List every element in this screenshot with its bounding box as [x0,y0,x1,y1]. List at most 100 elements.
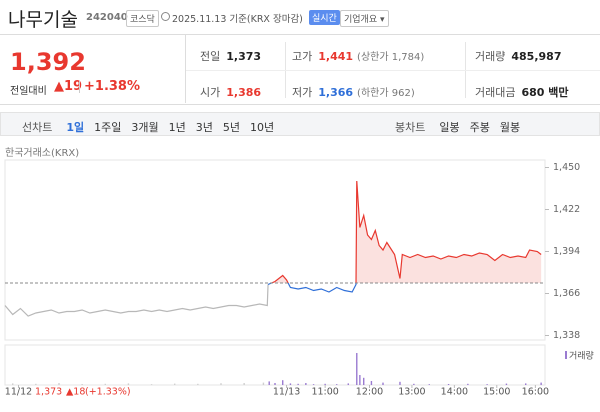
volume-bar [336,384,338,385]
volume-bar [243,383,245,385]
x-tick-label: 11/13 [273,387,300,398]
stat-note: (하한가 962) [357,88,415,99]
volume-bar [356,353,358,385]
volume-bar [297,383,299,385]
area [268,181,542,283]
change: ▲19 [54,79,83,94]
stat-value: 1,373 [226,50,262,63]
volume-bar [81,384,83,385]
footer-rate: (+1.33%) [85,387,131,398]
legend-swatch [565,351,567,359]
stock-name: 나무기술 [8,9,78,31]
period-tab[interactable]: 1일 [66,121,85,134]
overview-label: 기업개요 [344,15,378,25]
volume-bar [382,382,384,385]
stat-value: 680 백만 [521,86,569,99]
overview-button[interactable]: 기업개요 ▾ [340,10,389,27]
x-tick-label: 13:00 [398,387,425,398]
source: 한국거래소(KRX) [5,148,80,159]
volume-bar [447,384,450,385]
stat: 거래대금 680 백만 [475,81,569,100]
stat-label: 시가 [200,86,221,99]
period-tab[interactable]: 1주일 [94,121,122,134]
change-sep [79,81,80,93]
tab-bar [0,112,600,136]
volume-bar [486,384,488,385]
y-tick-label: 1,450 [553,162,580,173]
volume-panel [4,344,546,386]
y-tick-label: 1,338 [553,330,580,341]
legend-label: 거래량 [569,350,594,362]
x-tick-label: 11/12 [5,387,32,398]
candle-tab[interactable]: 일봉 [439,121,460,134]
volume-bar [12,383,14,385]
y-tick-label: 1,366 [553,288,580,299]
stat-label: 고가 [292,50,313,63]
period-tab[interactable]: 5년 [222,121,241,134]
period-tab[interactable]: 3개월 [131,121,159,134]
footer-price: 1,373 [35,387,62,398]
stat: 시가 1,386 [200,81,261,100]
volume-bar [35,383,37,385]
stat-value: 1,386 [226,86,262,99]
stat-label: 거래대금 [475,86,516,99]
chart: 거래량 1,338 1,366 1,394 1,422 1,450 11/12 11/13 1… [4,159,594,398]
volume-bar [363,377,365,385]
volume-bar [104,383,106,385]
stat-label: 저가 [292,86,313,99]
volume-bar [220,383,222,385]
tab-label: 봉차트 [395,121,426,134]
volume-bar [428,384,430,385]
volume-bar [268,381,270,385]
volume-bar [197,383,199,385]
volume-bar [525,383,527,385]
x-tick-label: 11:00 [311,387,338,398]
volume-bar [399,381,401,385]
stat-label: 거래량 [475,50,506,63]
line [4,284,269,317]
stat-value: 1,441 [318,50,354,63]
volume-bar [540,382,542,385]
volume-bar [150,384,153,385]
realtime-badge[interactable]: 실시간 [309,10,340,25]
y-tick-label: 1,422 [553,204,580,215]
x-tick-label: 14:00 [441,387,468,398]
x-tick-label: 16:00 [522,387,549,398]
volume-bar [312,384,315,385]
rate: +1.38% [84,79,140,94]
change-label: 전일대비 [10,86,47,97]
x-tick-label: 15:00 [483,387,510,398]
stat-value: 485,987 [511,50,562,63]
period-tabs: 선차트 1일 1주일 3개월 1년 3년 5년 10년 [22,116,284,135]
volume-bar [289,383,292,385]
stat-note: (상한가 1,784) [357,52,425,63]
volume-bar [505,383,508,385]
volume-bar [347,383,349,385]
quote-divider [0,104,600,105]
header [0,0,600,35]
volume-bar [305,383,307,385]
tab-label: 선차트 [22,121,53,134]
volume-bar [174,383,176,385]
price: 1,392 [10,48,86,76]
stat: 전일 1,373 [200,45,261,64]
line-down [267,283,357,293]
period-tab[interactable]: 1년 [168,121,186,134]
volume-bar [274,383,276,385]
candle-tab[interactable]: 월봉 [499,121,521,134]
line-up [270,180,542,283]
period-tab[interactable]: 3년 [195,121,213,134]
period-tab[interactable]: 10년 [250,121,275,134]
volume-bar [127,383,130,385]
stat: 고가 1,441 (상한가 1,784) [292,45,424,64]
volume-bar [359,375,361,385]
y-tick-label: 1,394 [553,246,580,257]
footer-change: ▲18 [66,387,85,398]
date: 2025.11.13 기준(KRX 장마감) [172,14,303,25]
candle-tab[interactable]: 주봉 [469,121,490,134]
volume-bar [370,381,373,385]
x-tick-label: 12:00 [356,387,383,398]
stat: 저가 1,366 (하한가 962) [292,81,415,100]
stat-value: 1,366 [318,86,354,99]
